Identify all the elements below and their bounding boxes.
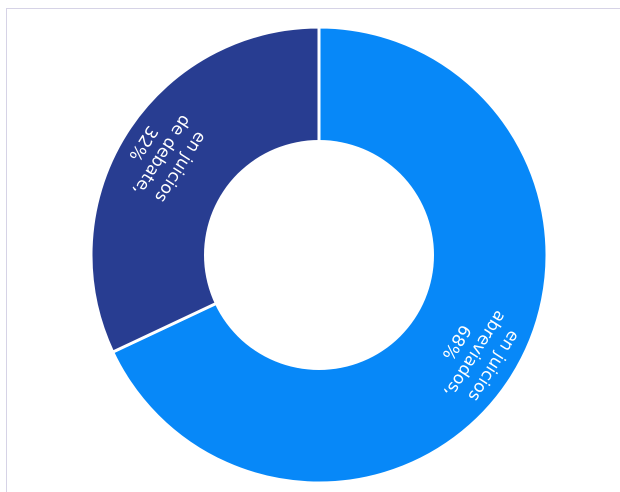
chart-frame: [6, 8, 620, 492]
donut-hole: [204, 140, 434, 370]
